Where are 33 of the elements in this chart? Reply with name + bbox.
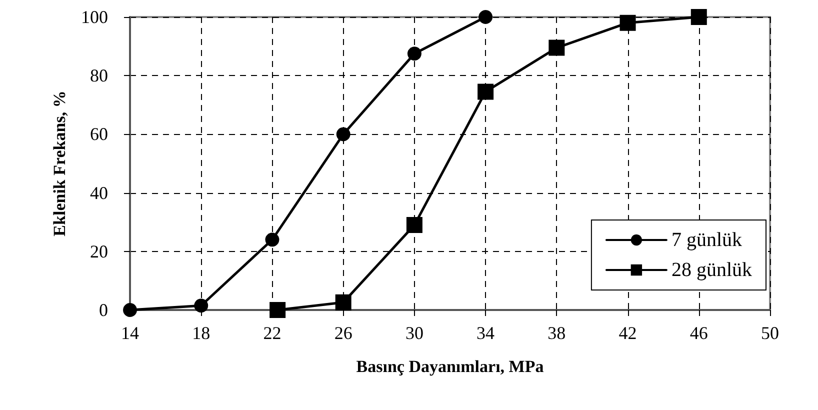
y-tick-label: 80: [90, 66, 108, 86]
x-tick-label: 14: [121, 323, 139, 343]
legend-label: 7 günlük: [671, 229, 742, 251]
x-tick-label: 34: [476, 323, 495, 343]
point: [690, 9, 707, 25]
y-tick-label: 40: [90, 182, 108, 203]
x-axis-title: Basınç Dayanımları, MPa: [356, 357, 544, 376]
point: [406, 217, 422, 234]
point: [478, 84, 494, 100]
point: [123, 303, 137, 317]
y-axis-title: Eklenik Frekans, %: [50, 90, 69, 236]
x-tick-label: 50: [761, 323, 779, 343]
legend-label: 28 günlük: [671, 259, 752, 281]
point: [548, 40, 565, 56]
point: [336, 127, 350, 142]
y-tick-label: 20: [90, 241, 108, 262]
y-tick-label: 60: [90, 124, 108, 144]
point: [335, 294, 352, 310]
point: [270, 302, 286, 318]
y-tick-label: 0: [99, 300, 108, 320]
x-tick-label: 30: [405, 323, 424, 343]
x-tick-label: 38: [548, 323, 566, 343]
y-tick-label: 100: [81, 7, 108, 27]
point: [265, 232, 280, 247]
point: [407, 46, 422, 61]
x-tick-label: 22: [263, 323, 282, 343]
x-tick-label: 18: [192, 323, 210, 343]
x-tick-label: 26: [334, 323, 352, 343]
x-tick-label: 42: [618, 323, 637, 343]
point: [620, 14, 636, 31]
x-tick-label: 46: [690, 323, 708, 343]
point: [194, 298, 208, 313]
point: [478, 10, 493, 24]
